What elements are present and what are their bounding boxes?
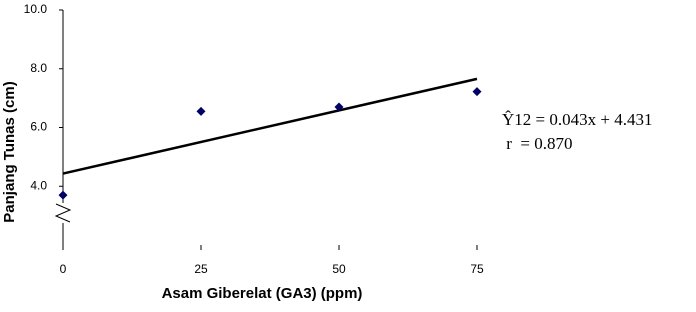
equation: Ŷ12 = 0.043x + 4.431 bbox=[502, 110, 652, 129]
point bbox=[334, 102, 344, 112]
x-axis-label: Asam Giberelat (GA3) (ppm) bbox=[162, 285, 363, 302]
y-axis-label: Panjang Tunas (cm) bbox=[1, 81, 18, 222]
x-tick-label: 50 bbox=[332, 262, 346, 276]
x-tick-label: 0 bbox=[60, 262, 67, 276]
r-value: r = 0.870 bbox=[502, 134, 573, 153]
point bbox=[58, 190, 68, 200]
y-tick-label: 10.0 bbox=[24, 2, 48, 16]
x-tick-label: 75 bbox=[470, 262, 484, 276]
y-tick-label: 4.0 bbox=[30, 178, 47, 192]
axis-break bbox=[54, 203, 72, 223]
y-tick-label: 6.0 bbox=[30, 120, 47, 134]
y-tick-label: 8.0 bbox=[30, 61, 47, 75]
point bbox=[472, 87, 482, 97]
x-tick-label: 25 bbox=[194, 262, 208, 276]
point bbox=[196, 106, 206, 116]
trendline bbox=[62, 77, 478, 175]
